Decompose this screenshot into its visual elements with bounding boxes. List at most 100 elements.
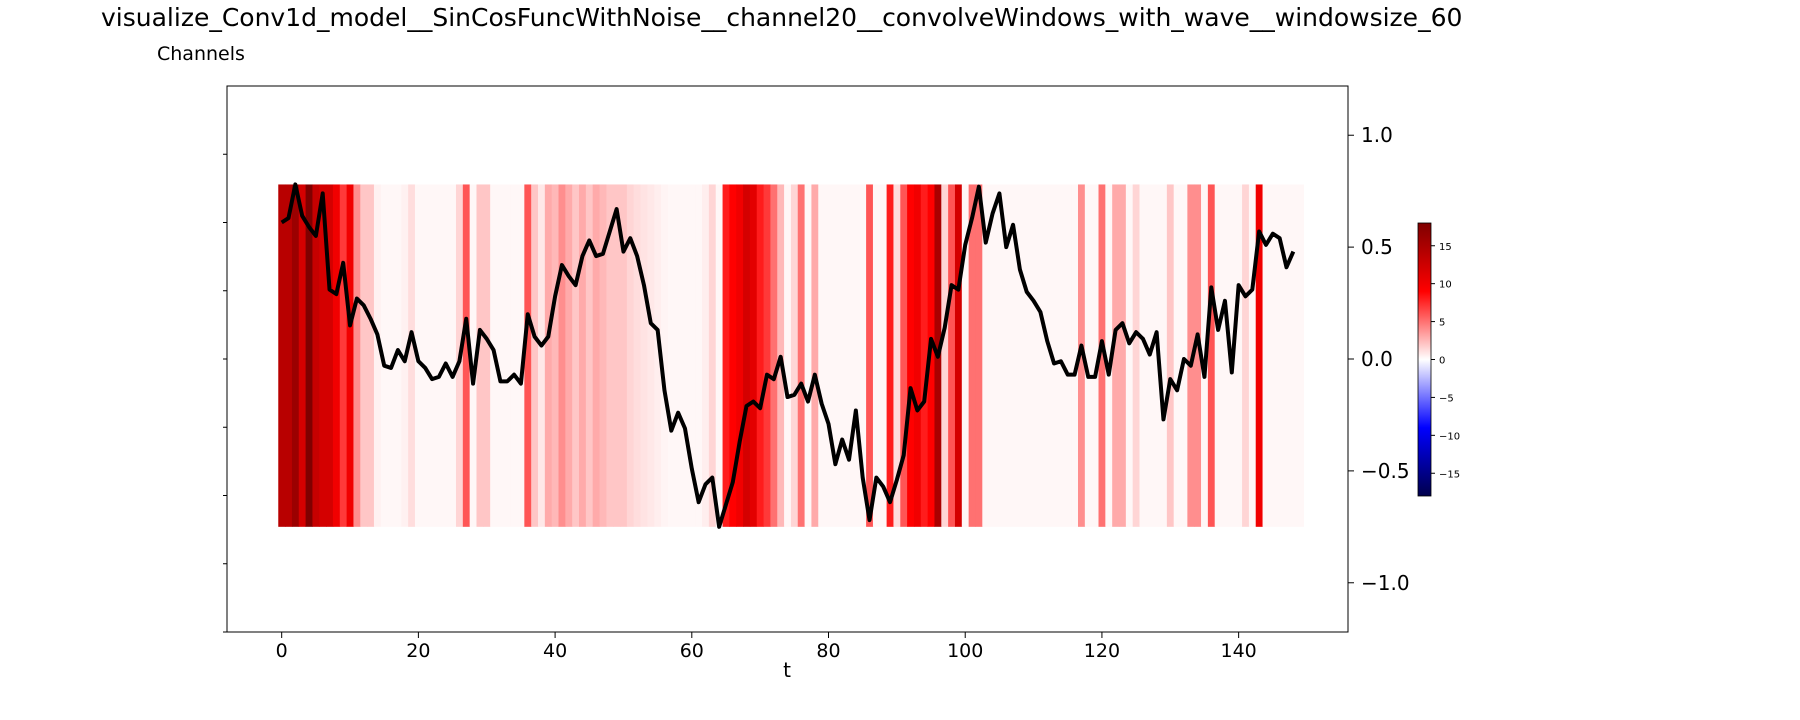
heatmap-cell: [1023, 184, 1031, 527]
heatmap-cell: [954, 184, 963, 527]
x-tick-label: 140: [1221, 640, 1257, 662]
heatmap-cell: [319, 184, 327, 527]
heatmap-cell: [1214, 184, 1222, 527]
heatmap-cell: [729, 184, 737, 527]
heatmap-cell: [421, 184, 430, 527]
colorbar: [1417, 222, 1432, 497]
chart-subtitle: Channels: [157, 43, 245, 65]
heatmap-cell: [298, 184, 307, 527]
heatmap-cell: [736, 184, 744, 527]
heatmap-cell: [838, 184, 847, 527]
heatmap-cell: [941, 184, 949, 527]
heatmap-cell: [592, 184, 600, 527]
heatmap-cell: [1105, 184, 1113, 527]
heatmap-cell: [667, 184, 676, 527]
heatmap-cell: [825, 184, 833, 527]
heatmap-cell: [715, 184, 723, 527]
x-axis-label: t: [783, 658, 791, 682]
heatmap-cell: [1009, 184, 1017, 527]
chart-title: visualize_Conv1d_model__SinCosFuncWithNo…: [101, 3, 1462, 32]
heatmap-cell: [920, 184, 929, 527]
y-tick-label: 1.0: [1361, 123, 1393, 147]
y-tick-label: −1.0: [1361, 571, 1410, 595]
heatmap-cell: [995, 184, 1004, 527]
heatmap-cell: [790, 184, 799, 527]
heatmap-cell: [961, 184, 970, 527]
heatmap-cell: [1283, 184, 1291, 527]
heatmap-cell: [1160, 184, 1168, 527]
colorbar-tick-label: 15: [1439, 242, 1452, 253]
heatmap-cell: [1112, 184, 1120, 527]
heatmap-cell: [1119, 184, 1127, 527]
heatmap-cell: [743, 184, 751, 527]
heatmap-cell: [1262, 184, 1270, 527]
x-tick-label: 60: [680, 640, 704, 662]
heatmap-cell: [763, 184, 771, 527]
heatmap-cell: [749, 184, 758, 527]
heatmap-cell: [1098, 184, 1106, 527]
heatmap-cell: [1173, 184, 1181, 527]
heatmap-cell: [551, 184, 559, 527]
heatmap-cell: [1071, 184, 1079, 527]
heatmap-cell: [1289, 184, 1298, 527]
heatmap-cell: [913, 184, 922, 527]
heatmap-cell: [408, 184, 416, 527]
y-axis-right: 1.0 0.5 0.0 −0.5 −1.0: [1348, 123, 1410, 595]
heatmap-cell: [1084, 184, 1093, 527]
heatmap-cell: [538, 184, 546, 527]
heatmap-cell: [640, 184, 648, 527]
heatmap-cell: [476, 184, 484, 527]
x-axis: 0 20 40 60 80 100 120 140: [276, 632, 1257, 662]
heatmap-cell: [674, 184, 682, 527]
heatmap-cell: [1091, 184, 1099, 527]
y-tick-label: 0.5: [1361, 235, 1393, 259]
heatmap-cell: [811, 184, 819, 527]
heatmap-cell: [626, 184, 635, 527]
heatmap-cell: [510, 184, 518, 527]
heatmap-cell: [948, 184, 956, 527]
heatmap-cell: [845, 184, 853, 527]
heatmap-cell: [784, 184, 792, 527]
heatmap-cell: [770, 184, 778, 527]
heatmap-cell: [968, 184, 976, 527]
heatmap-cell: [285, 184, 293, 527]
x-tick-label: 20: [406, 640, 430, 662]
heatmap-cell: [872, 184, 881, 527]
heatmap-cell: [503, 184, 512, 527]
heatmap-cell: [900, 184, 908, 527]
heatmap-cell: [661, 184, 669, 527]
colorbar-tick-label: −5: [1439, 393, 1454, 404]
heatmap-cell: [975, 184, 983, 527]
heatmap-cell: [524, 184, 532, 527]
heatmap-cell: [722, 184, 730, 527]
heatmap-cell: [989, 184, 997, 527]
heatmap-cell: [531, 184, 539, 527]
heatmap-cell: [852, 184, 860, 527]
heatmap-cell: [312, 184, 320, 527]
heatmap-cell: [332, 184, 341, 527]
heatmap-cell: [702, 184, 710, 527]
heatmap-cell: [496, 184, 505, 527]
heatmap-cell: [1207, 184, 1216, 527]
heatmap-cell: [1296, 184, 1304, 527]
heatmap-cell: [886, 184, 894, 527]
heatmap-cell: [1132, 184, 1140, 527]
x-tick-label: 80: [816, 640, 840, 662]
series-line: [280, 182, 1296, 529]
heatmap-cell: [688, 184, 696, 527]
heatmap-cell: [278, 184, 286, 527]
heatmap-cell: [1030, 184, 1038, 527]
heatmap-cell: [879, 184, 888, 527]
heatmap-cell: [647, 184, 655, 527]
heatmap-cell: [1125, 184, 1134, 527]
heatmap-cell: [893, 184, 901, 527]
heatmap-cell: [1269, 184, 1277, 527]
heatmap-cell: [367, 184, 375, 527]
heatmap-cell: [606, 184, 614, 527]
heatmap-cell: [517, 184, 525, 527]
heatmap-cell: [1166, 184, 1175, 527]
heatmap-cell: [1194, 184, 1202, 527]
heatmap-cell: [428, 184, 436, 527]
heatmap-cell: [831, 184, 840, 527]
